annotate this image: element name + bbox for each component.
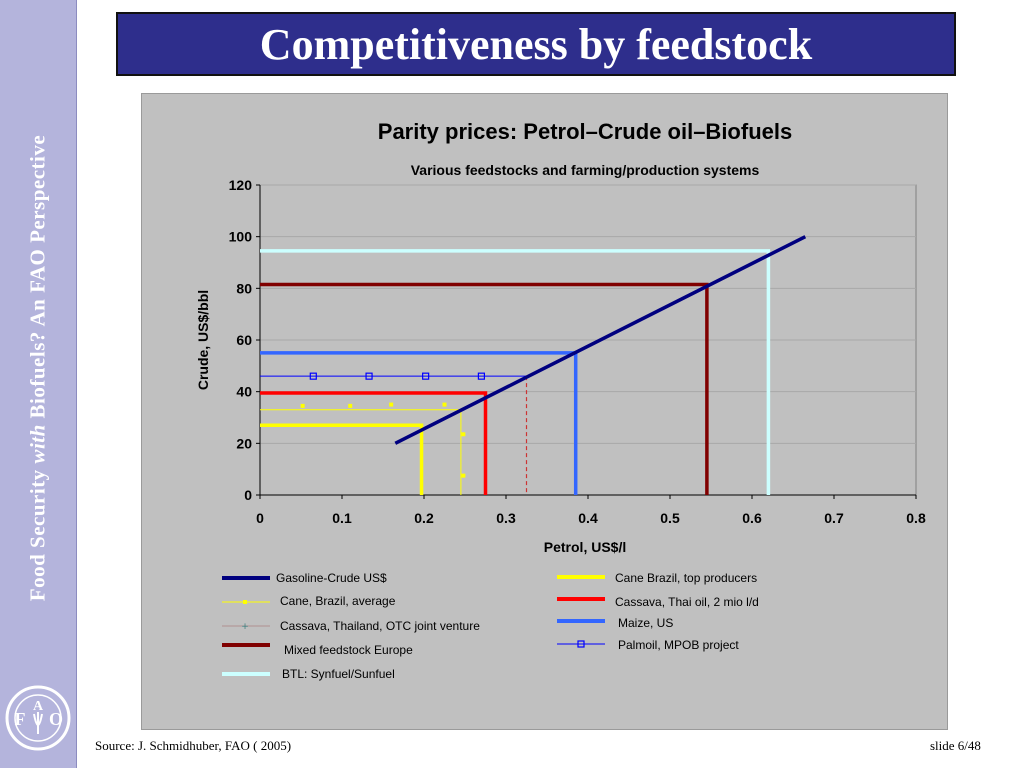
- slide-title-box: Competitiveness by feedstock: [116, 12, 956, 76]
- legend-label: Mixed feedstock Europe: [284, 643, 413, 657]
- y-tick-label: 20: [236, 435, 252, 451]
- source-note: Source: J. Schmidhuber, FAO ( 2005): [95, 738, 292, 753]
- legend-swatch-marker: +: [241, 622, 249, 632]
- slide-number: slide 6/48: [930, 738, 981, 753]
- legend-label: Cane Brazil, top producers: [615, 571, 758, 585]
- series-marker: [477, 372, 485, 380]
- series-marker: [348, 403, 353, 408]
- legend-swatch-marker: [243, 600, 247, 604]
- series-marker: [422, 372, 430, 380]
- chart-panel: Parity prices: Petrol–Crude oil–Biofuels…: [141, 93, 948, 730]
- series-marker: [309, 372, 317, 380]
- slide-title: Competitiveness by feedstock: [259, 19, 813, 69]
- logo-letter-f: F: [15, 709, 26, 729]
- series-line: [394, 235, 807, 445]
- y-tick-label: 120: [229, 177, 253, 193]
- legend-swatch-marker: [577, 640, 585, 648]
- x-tick-label: 0.3: [496, 510, 516, 526]
- y-tick-label: 80: [236, 280, 252, 296]
- series-marker: [365, 372, 373, 380]
- series-marker: [442, 402, 447, 407]
- legend-label: Cane, Brazil, average: [280, 594, 396, 608]
- x-tick-label: 0.8: [906, 510, 926, 526]
- logo-letter-a: A: [33, 699, 44, 714]
- series-marker: [461, 432, 466, 437]
- chart-subtitle: Various feedstocks and farming/productio…: [411, 162, 760, 178]
- x-axis-label: Petrol, US$/l: [544, 539, 626, 555]
- x-tick-label: 0.2: [414, 510, 434, 526]
- series-line: [260, 391, 488, 495]
- legend-label: BTL: Synfuel/Sunfuel: [282, 667, 395, 681]
- x-tick-label: 0: [256, 510, 264, 526]
- y-tick-label: 60: [236, 332, 252, 348]
- y-axis-label: Crude, US$/bbl: [195, 290, 211, 390]
- y-tick-label: 40: [236, 384, 252, 400]
- sidebar-title-part: Food Security: [25, 463, 50, 602]
- x-tick-label: 0.1: [332, 510, 352, 526]
- fao-logo-icon: F A O: [5, 685, 71, 751]
- chart: Parity prices: Petrol–Crude oil–Biofuels…: [195, 119, 926, 676]
- legend-label: Maize, US: [618, 616, 674, 630]
- series-marker: [461, 473, 466, 478]
- series-marker: [389, 402, 394, 407]
- series-marker: [300, 403, 305, 408]
- x-tick-label: 0.7: [824, 510, 844, 526]
- x-tick-label: 0.6: [742, 510, 762, 526]
- legend-label: Palmoil, MPOB project: [618, 638, 739, 652]
- sidebar-title-emphasis: with: [25, 424, 50, 464]
- y-tick-label: 100: [229, 229, 253, 245]
- chart-title: Parity prices: Petrol–Crude oil–Biofuels: [378, 119, 792, 144]
- y-tick-label: 0: [244, 487, 252, 503]
- sidebar-title-part: Biofuels? An FAO Perspective: [25, 134, 50, 425]
- legend-label: Gasoline-Crude US$: [276, 571, 387, 585]
- sidebar-title: Food Security with Biofuels? An FAO Pers…: [26, 135, 51, 601]
- logo-letter-o: O: [49, 709, 63, 729]
- x-tick-label: 0.5: [660, 510, 680, 526]
- sidebar: Food Security with Biofuels? An FAO Pers…: [0, 0, 77, 768]
- legend-label: Cassava, Thai oil, 2 mio l/d: [615, 595, 759, 609]
- series-line: [260, 423, 424, 495]
- x-tick-label: 0.4: [578, 510, 598, 526]
- legend-label: Cassava, Thailand, OTC joint venture: [280, 619, 480, 633]
- series-line: [260, 249, 771, 495]
